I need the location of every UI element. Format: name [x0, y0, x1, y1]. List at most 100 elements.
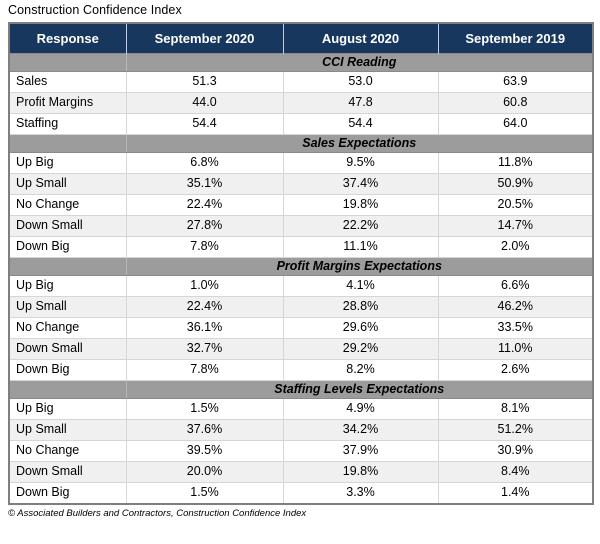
header-row: Response September 2020 August 2020 Septemb… [9, 23, 593, 54]
cell-value: 1.5% [125, 482, 284, 505]
table-row: Down Big 7.8% 8.2% 2.6% [8, 359, 594, 381]
column-header: Response [9, 23, 127, 54]
cell-value: 22.4% [125, 194, 284, 216]
cell-value: 32.7% [125, 338, 284, 360]
row-label: No Change [8, 317, 127, 339]
cell-value: 51.3 [125, 71, 284, 93]
cell-value: 3.3% [282, 482, 439, 505]
cell-value: 9.5% [282, 152, 439, 174]
table-row: Down Big 1.5% 3.3% 1.4% [8, 482, 594, 505]
row-label: No Change [8, 440, 127, 462]
cell-value: 33.5% [437, 317, 594, 339]
table-row: No Change 39.5% 37.9% 30.9% [8, 440, 594, 462]
cell-value: 8.4% [437, 461, 594, 483]
table-row: Up Small 37.6% 34.2% 51.2% [8, 419, 594, 441]
cell-value: 7.8% [125, 236, 284, 258]
table-row: Down Small 20.0% 19.8% 8.4% [8, 461, 594, 483]
cell-value: 64.0 [437, 113, 594, 135]
table-row: Profit Margins 44.0 47.8 60.8 [8, 92, 594, 114]
table-body: CCI Reading Sales 51.3 53.0 63.9 Profit Margi… [8, 53, 594, 505]
table-header: Response September 2020 August 2020 Septemb… [9, 23, 593, 54]
row-label: Up Small [8, 296, 127, 318]
cell-value: 20.5% [437, 194, 594, 216]
cell-value: 44.0 [125, 92, 284, 114]
cell-value: 37.9% [282, 440, 439, 462]
section-label: Profit Margins Expectations [125, 257, 594, 276]
row-label: Up Small [8, 419, 127, 441]
table-row: Sales 51.3 53.0 63.9 [8, 71, 594, 93]
cell-value: 28.8% [282, 296, 439, 318]
cell-value: 1.5% [125, 398, 284, 420]
attribution-footer: © Associated Builders and Contractors, C… [8, 508, 307, 519]
section-label: CCI Reading [125, 53, 594, 72]
section-spacer-cell [8, 380, 127, 399]
cell-value: 1.4% [437, 482, 594, 505]
row-label: Up Big [8, 275, 127, 297]
cell-value: 4.9% [282, 398, 439, 420]
table-row: Up Big 1.5% 4.9% 8.1% [8, 398, 594, 420]
section-label: Staffing Levels Expectations [125, 380, 594, 399]
column-header: September 2020 [126, 23, 284, 54]
table-row: Up Small 35.1% 37.4% 50.9% [8, 173, 594, 195]
cell-value: 51.2% [437, 419, 594, 441]
cell-value: 36.1% [125, 317, 284, 339]
row-label: Down Small [8, 215, 127, 237]
cell-value: 8.1% [437, 398, 594, 420]
cell-value: 22.2% [282, 215, 439, 237]
cell-value: 50.9% [437, 173, 594, 195]
table-row: Up Big 6.8% 9.5% 11.8% [8, 152, 594, 174]
cell-value: 54.4 [125, 113, 284, 135]
cell-value: 6.6% [437, 275, 594, 297]
cell-value: 11.8% [437, 152, 594, 174]
cell-value: 34.2% [282, 419, 439, 441]
cell-value: 63.9 [437, 71, 594, 93]
row-label: Down Small [8, 461, 127, 483]
cell-value: 11.1% [282, 236, 439, 258]
cell-value: 1.0% [125, 275, 284, 297]
table-row: Staffing 54.4 54.4 64.0 [8, 113, 594, 135]
cell-value: 19.8% [282, 461, 439, 483]
section-header-row: Profit Margins Expectations [8, 257, 594, 276]
table-row: Down Big 7.8% 11.1% 2.0% [8, 236, 594, 258]
section-header-row: Sales Expectations [8, 134, 594, 153]
cell-value: 20.0% [125, 461, 284, 483]
row-label: Up Small [8, 173, 127, 195]
cell-value: 22.4% [125, 296, 284, 318]
section-header-row: CCI Reading [8, 53, 594, 72]
cell-value: 39.5% [125, 440, 284, 462]
cell-value: 29.2% [282, 338, 439, 360]
table-row: Up Big 1.0% 4.1% 6.6% [8, 275, 594, 297]
cell-value: 27.8% [125, 215, 284, 237]
row-label: Down Big [8, 482, 127, 505]
section-spacer-cell [8, 134, 127, 153]
cell-value: 53.0 [282, 71, 439, 93]
section-label: Sales Expectations [125, 134, 594, 153]
table-row: No Change 36.1% 29.6% 33.5% [8, 317, 594, 339]
cell-value: 2.0% [437, 236, 594, 258]
cell-value: 54.4 [282, 113, 439, 135]
row-label: Down Big [8, 359, 127, 381]
cell-value: 37.4% [282, 173, 439, 195]
cell-value: 2.6% [437, 359, 594, 381]
section-header-row: Staffing Levels Expectations [8, 380, 594, 399]
cell-value: 14.7% [437, 215, 594, 237]
cell-value: 19.8% [282, 194, 439, 216]
table-row: Up Small 22.4% 28.8% 46.2% [8, 296, 594, 318]
table-row: Down Small 32.7% 29.2% 11.0% [8, 338, 594, 360]
cci-table: Response September 2020 August 2020 Septemb… [8, 22, 594, 505]
row-label: Up Big [8, 398, 127, 420]
cell-value: 29.6% [282, 317, 439, 339]
table-row: Down Small 27.8% 22.2% 14.7% [8, 215, 594, 237]
cell-value: 60.8 [437, 92, 594, 114]
cell-value: 4.1% [282, 275, 439, 297]
cell-value: 8.2% [282, 359, 439, 381]
cell-value: 30.9% [437, 440, 594, 462]
row-label: Profit Margins [8, 92, 127, 114]
row-label: Sales [8, 71, 127, 93]
column-header: August 2020 [283, 23, 439, 54]
cell-value: 6.8% [125, 152, 284, 174]
column-header: September 2019 [438, 23, 593, 54]
cell-value: 47.8 [282, 92, 439, 114]
row-label: Up Big [8, 152, 127, 174]
cell-value: 7.8% [125, 359, 284, 381]
